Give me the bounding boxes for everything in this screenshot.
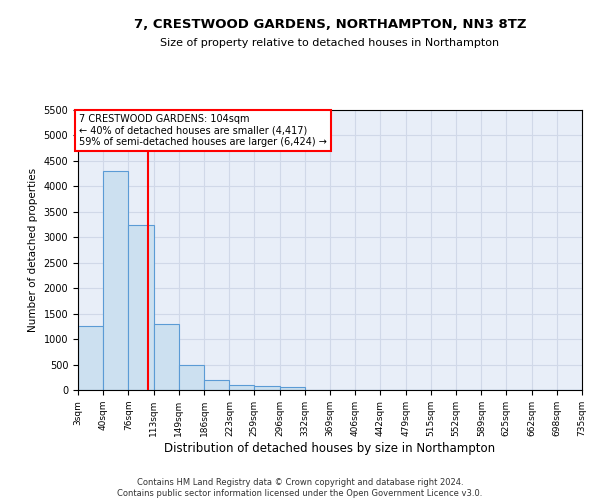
Text: Contains HM Land Registry data © Crown copyright and database right 2024.
Contai: Contains HM Land Registry data © Crown c… [118,478,482,498]
Bar [78,326,103,390]
Bar [254,386,280,390]
Y-axis label: Number of detached properties: Number of detached properties [28,168,38,332]
Bar [154,324,179,390]
Bar [179,364,204,390]
Bar [280,388,305,390]
Text: 7, CRESTWOOD GARDENS, NORTHAMPTON, NN3 8TZ: 7, CRESTWOOD GARDENS, NORTHAMPTON, NN3 8… [134,18,526,30]
Bar [229,385,254,390]
Bar [204,380,229,390]
Text: 7 CRESTWOOD GARDENS: 104sqm
← 40% of detached houses are smaller (4,417)
59% of : 7 CRESTWOOD GARDENS: 104sqm ← 40% of det… [79,114,327,147]
Text: Size of property relative to detached houses in Northampton: Size of property relative to detached ho… [160,38,500,48]
Bar [128,224,154,390]
X-axis label: Distribution of detached houses by size in Northampton: Distribution of detached houses by size … [164,442,496,454]
Bar [103,171,128,390]
